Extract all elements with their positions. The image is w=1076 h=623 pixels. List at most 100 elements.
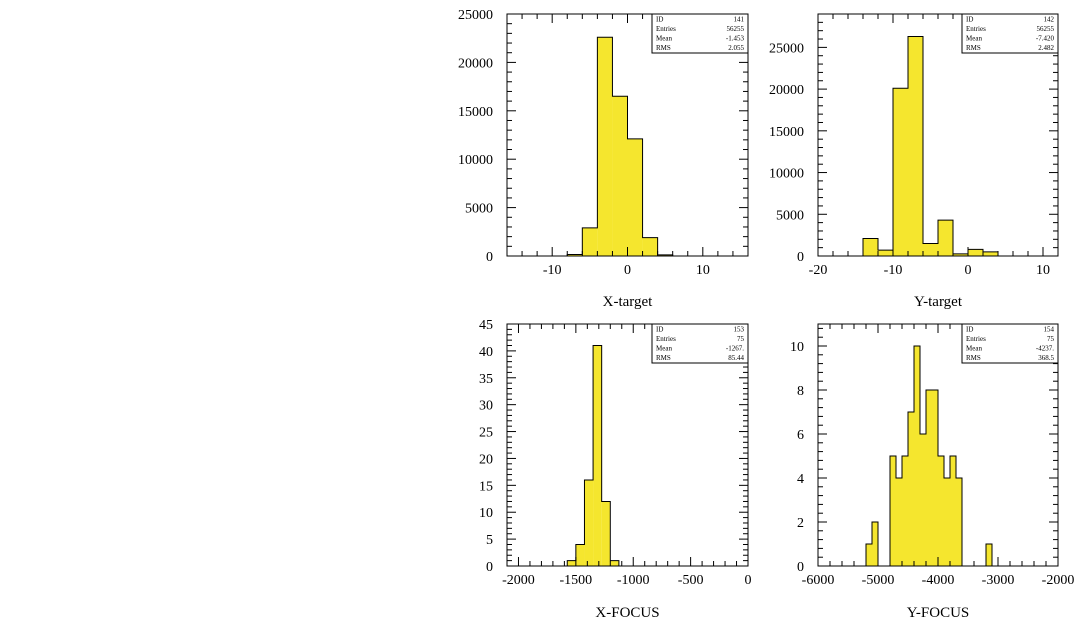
stats-value: 154 [1044, 326, 1055, 334]
histogram-panel: 0 2 4 6 8 10 -6000 -5000 -4000 -3000 -2000 Y-FOCUS I… [790, 323, 1075, 621]
histogram-bar [950, 456, 956, 566]
y-tick-label: 25 [479, 426, 493, 441]
stats-value: 368.5 [1038, 354, 1054, 362]
stats-label: RMS [656, 44, 671, 52]
histogram-bar [953, 253, 968, 256]
y-tick-label: 20000 [458, 56, 493, 71]
histogram-bar [610, 560, 619, 566]
stats-label: Mean [656, 35, 672, 43]
stats-box [651, 13, 749, 54]
stats-value: -4237. [1036, 345, 1054, 353]
stats-value: -1267. [726, 345, 744, 353]
histogram-bar [863, 238, 878, 256]
histogram-bar [968, 249, 983, 256]
stats-value: 2.482 [1038, 44, 1054, 52]
y-tick-label: 25000 [458, 8, 493, 23]
histogram-bar [896, 478, 902, 566]
histogram-bar [642, 237, 658, 256]
histogram-bar [926, 390, 932, 566]
y-tick-label: 0 [797, 250, 804, 265]
histogram-outline [507, 345, 748, 567]
x-tick-label: -20 [809, 263, 828, 278]
stats-label: RMS [966, 354, 981, 362]
histogram-panel: 0 5000 10000 15000 20000 25000 -10 0 10 X-target I… [458, 8, 749, 310]
stats-label: Entries [656, 25, 676, 33]
stats-label: Entries [966, 335, 986, 343]
histogram-bar [932, 390, 938, 566]
histogram-bar [866, 544, 872, 566]
stats-label: ID [656, 326, 663, 334]
stats-label: Mean [966, 35, 982, 43]
stats-label: RMS [656, 354, 671, 362]
x-axis-label: X-target [603, 294, 654, 310]
y-tick-label: 30 [479, 399, 493, 414]
stats-label: Mean [966, 345, 982, 353]
x-axis-label: Y-FOCUS [907, 605, 970, 621]
y-tick-label: 0 [486, 250, 493, 265]
stats-label: Entries [656, 335, 676, 343]
x-tick-label: -5000 [862, 573, 895, 588]
histogram-bar [612, 96, 628, 256]
y-tick-label: 20 [479, 452, 493, 467]
histogram-bar [923, 243, 938, 256]
histogram-bar [567, 560, 576, 566]
histogram-bar [908, 412, 914, 566]
histogram-bar [872, 522, 878, 566]
x-tick-label: -6000 [802, 573, 835, 588]
histogram-bar [890, 456, 896, 566]
stats-box [961, 323, 1059, 364]
y-tick-label: 10000 [458, 153, 493, 168]
histogram-bar [938, 220, 953, 256]
plot-frame [506, 323, 749, 567]
y-tick-label: 0 [797, 560, 804, 575]
y-tick-label: 35 [479, 372, 493, 387]
y-tick-label: 25000 [769, 41, 804, 56]
x-tick-label: -10 [884, 263, 903, 278]
y-tick-label: 5 [486, 533, 493, 548]
stats-label: ID [966, 326, 973, 334]
x-axis-label: X-FOCUS [595, 605, 659, 621]
stats-value: 56255 [727, 25, 745, 33]
histogram-bar [920, 434, 926, 566]
stats-label: Entries [966, 25, 986, 33]
x-tick-label: -500 [678, 573, 704, 588]
x-tick-label: 0 [624, 263, 631, 278]
x-tick-label: 0 [965, 263, 972, 278]
histogram-outline [507, 36, 748, 257]
y-tick-label: 10000 [769, 167, 804, 182]
y-tick-label: 5000 [776, 208, 804, 223]
y-tick-label: 15000 [769, 125, 804, 140]
histogram-bar [908, 36, 923, 256]
histogram-bar [593, 345, 602, 566]
y-tick-label: 6 [797, 428, 804, 443]
x-tick-label: 0 [745, 573, 752, 588]
stats-value: -7.420 [1036, 35, 1055, 43]
stats-label: ID [966, 16, 973, 24]
x-tick-label: -1000 [617, 573, 650, 588]
histogram-bar [893, 88, 908, 256]
x-tick-label: 10 [1036, 263, 1050, 278]
x-tick-label: -1500 [560, 573, 593, 588]
histogram-bar [902, 456, 908, 566]
stats-value: 75 [737, 335, 745, 343]
histogram-bar [597, 37, 613, 257]
histogram-bar [575, 544, 585, 566]
histogram-bar [627, 138, 643, 256]
x-tick-label: -3000 [982, 573, 1015, 588]
y-tick-label: 2 [797, 516, 804, 531]
x-tick-label: -10 [543, 263, 562, 278]
y-tick-label: 4 [797, 472, 804, 487]
histogram-bar [657, 254, 673, 256]
stats-value: 142 [1044, 16, 1055, 24]
histogram-bar [582, 227, 598, 256]
stats-label: ID [656, 16, 663, 24]
histogram-bar [944, 478, 950, 566]
stats-value: 141 [734, 16, 745, 24]
stats-value: 56255 [1037, 25, 1055, 33]
histogram-bar [938, 456, 944, 566]
x-axis-label: Y-target [914, 294, 963, 310]
stats-label: RMS [966, 44, 981, 52]
x-tick-label: -2000 [1042, 573, 1075, 588]
